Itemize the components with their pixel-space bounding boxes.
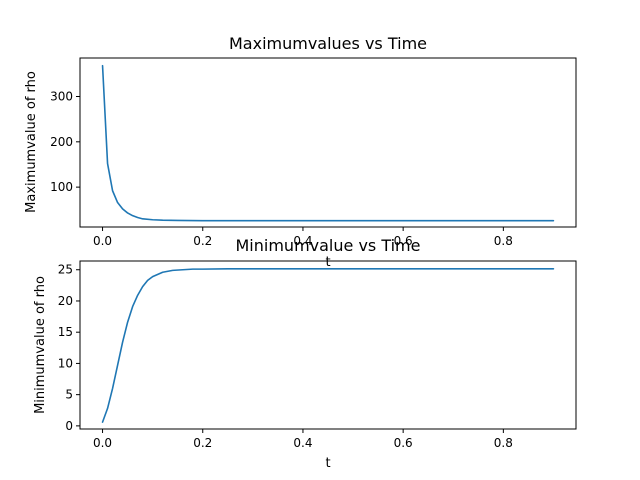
min-chart-x-tick-label: 0.6 <box>394 436 413 450</box>
min-chart-plot <box>101 268 555 423</box>
max-chart-plot <box>101 64 555 222</box>
min-chart-x-tick-label: 0.8 <box>494 436 513 450</box>
min-chart-y-tick-label: 20 <box>58 294 73 308</box>
min-chart-y-tick-label: 10 <box>58 356 73 370</box>
max-chart-axes-frame <box>79 57 577 228</box>
min-chart-x-tick-label: 0.4 <box>293 436 312 450</box>
max-chart-y-tick-label: 100 <box>50 180 73 194</box>
max-chart-x-tick-label: 0.0 <box>93 234 112 248</box>
min-chart-series-line <box>101 268 555 423</box>
max-chart-x-ticks: 0.0 0.2 0.4 0.6 0.8 <box>93 227 513 248</box>
min-chart-y-tick-label: 5 <box>65 388 73 402</box>
max-chart-series-line <box>101 64 555 222</box>
min-chart-y-tick-label: 15 <box>58 325 73 339</box>
min-values-chart: Minimumvalue vs Time 0.0 0.2 0.4 0.6 0.8 0 5 1… <box>33 236 577 471</box>
max-values-chart: Maximumvalues vs Time 0.0 0.2 0.4 0.6 0.8 10… <box>24 34 577 270</box>
max-chart-x-tick-label: 0.4 <box>293 234 312 248</box>
min-chart-x-tick-label: 0.2 <box>193 436 212 450</box>
min-chart-title: Minimumvalue vs Time <box>236 236 421 255</box>
max-chart-y-tick-label: 200 <box>50 135 73 149</box>
min-chart-axes-frame <box>79 260 577 430</box>
max-chart-title: Maximumvalues vs Time <box>229 34 427 53</box>
min-chart-y-tick-label: 0 <box>65 419 73 433</box>
max-chart-y-tick-label: 300 <box>50 90 73 104</box>
min-chart-y-tick-label: 25 <box>58 263 73 277</box>
min-chart-y-label: Minimumvalue of rho <box>33 276 48 414</box>
max-chart-x-label: t <box>325 255 330 270</box>
max-chart-x-tick-label: 0.8 <box>494 234 513 248</box>
max-chart-y-ticks: 100 200 300 <box>50 90 80 194</box>
max-chart-x-tick-label: 0.6 <box>394 234 413 248</box>
min-chart-x-label: t <box>325 456 330 471</box>
max-chart-y-label: Maximumvalue of rho <box>24 71 39 213</box>
max-chart-x-tick-label: 0.2 <box>193 234 212 248</box>
min-chart-x-ticks: 0.0 0.2 0.4 0.6 0.8 <box>93 429 513 450</box>
min-chart-x-tick-label: 0.0 <box>93 436 112 450</box>
min-chart-y-ticks: 0 5 10 15 20 25 <box>58 263 80 433</box>
